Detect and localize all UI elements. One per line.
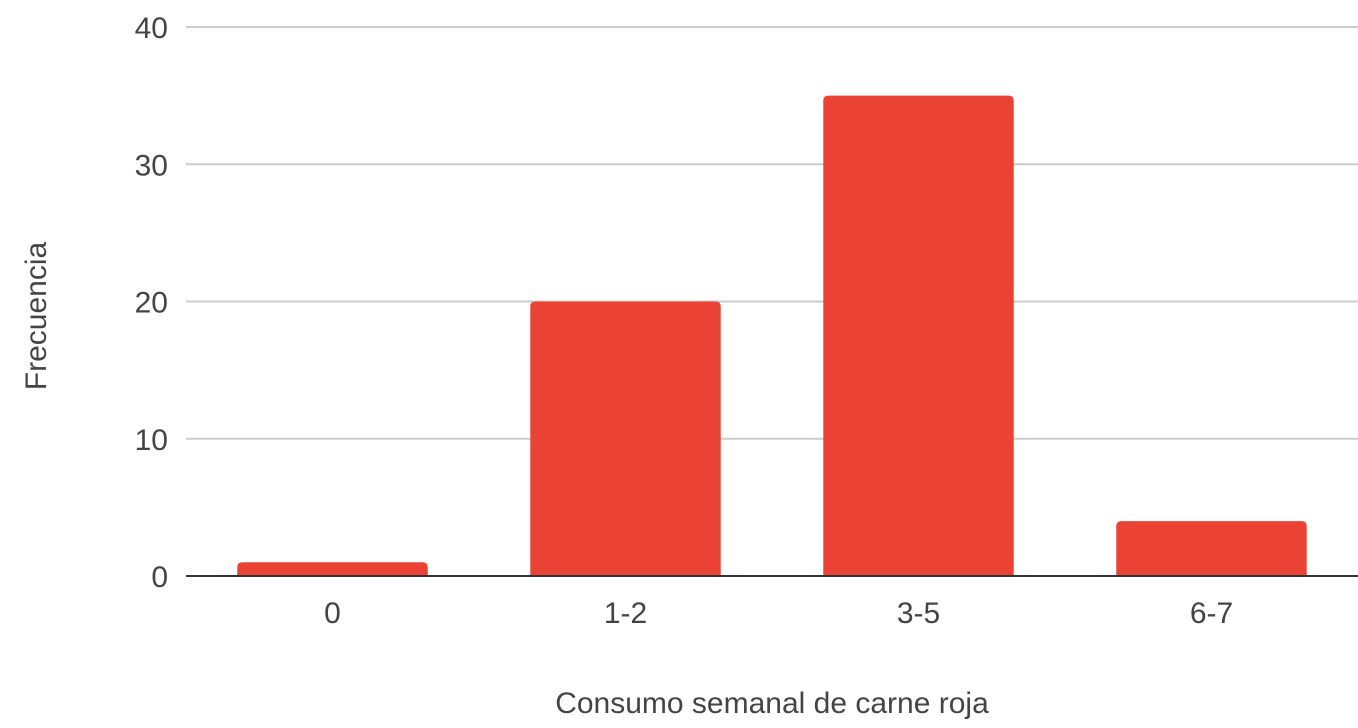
y-axis-title: Frecuencia — [20, 241, 53, 390]
gridlines — [186, 26, 1358, 440]
y-tick-label: 10 — [135, 424, 168, 457]
bar-0 — [237, 562, 428, 576]
y-tick-labels: 0 10 20 30 40 — [135, 12, 168, 594]
bar-3-5 — [823, 95, 1014, 576]
bar-6-7 — [1116, 521, 1307, 576]
x-tick-label: 6-7 — [1190, 597, 1233, 630]
x-axis-title: Consumo semanal de carne roja — [555, 687, 989, 720]
bar-1-2 — [530, 301, 721, 576]
y-tick-label: 0 — [151, 561, 168, 594]
x-tick-labels: 0 1-2 3-5 6-7 — [324, 597, 1233, 630]
x-tick-label: 1-2 — [604, 597, 647, 630]
bars — [237, 95, 1307, 576]
y-tick-label: 20 — [135, 287, 168, 320]
x-tick-label: 3-5 — [897, 597, 940, 630]
y-tick-label: 30 — [135, 149, 168, 182]
y-tick-label: 40 — [135, 12, 168, 45]
x-tick-label: 0 — [324, 597, 341, 630]
